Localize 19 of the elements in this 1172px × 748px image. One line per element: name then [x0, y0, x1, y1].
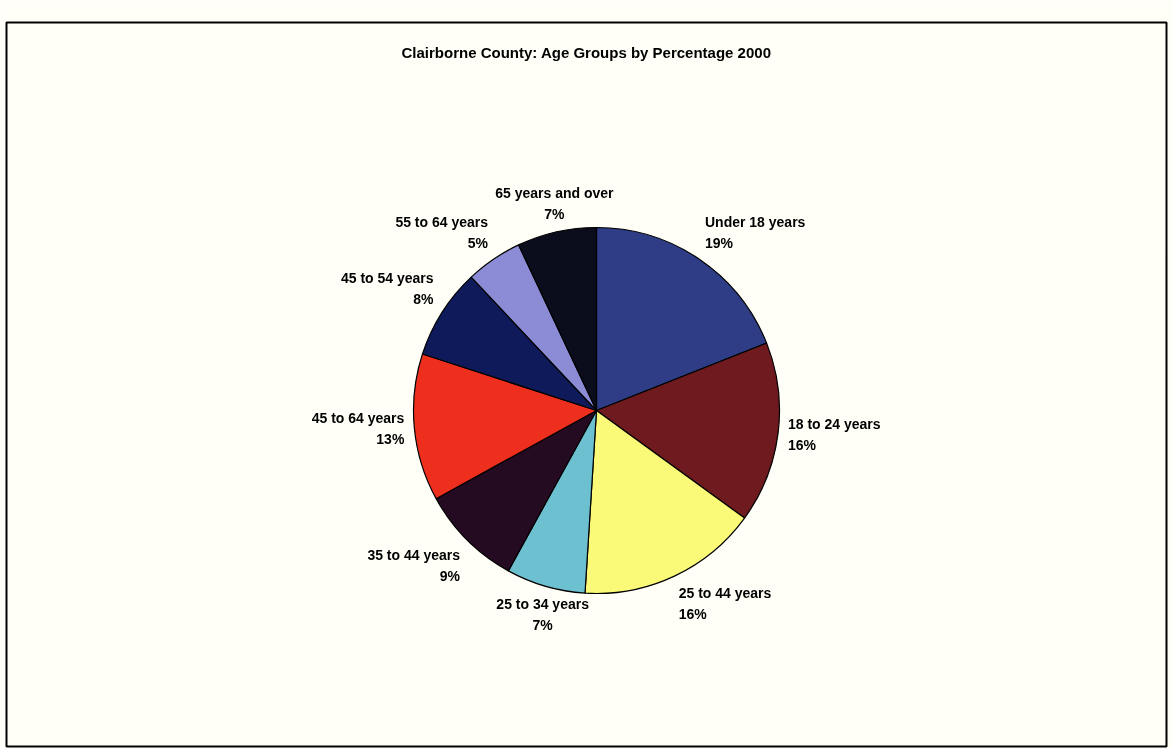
- data-label: 5%: [467, 234, 489, 251]
- data-label: 7%: [532, 616, 554, 633]
- slice-label: 65 years and over: [495, 185, 615, 202]
- slice-label: 25 to 44 years: [678, 585, 772, 602]
- data-label: 9%: [439, 567, 461, 584]
- data-label: 13%: [376, 431, 405, 448]
- data-label: 16%: [787, 437, 817, 454]
- chart-title: Clairborne County: Age Groups by Percentage 2000: [401, 44, 771, 61]
- slice-label: 45 to 64 years: [311, 410, 405, 427]
- slice-label: Under 18 years: [704, 214, 806, 231]
- slice-label: 55 to 64 years: [395, 214, 489, 231]
- data-label: 8%: [413, 291, 435, 308]
- slice-label: 18 to 24 years: [787, 416, 881, 433]
- slice-label: 35 to 44 years: [367, 546, 461, 563]
- slice-label: 25 to 34 years: [496, 595, 590, 612]
- data-label: 7%: [544, 206, 566, 223]
- slice-label: 45 to 54 years: [340, 270, 434, 287]
- data-label: 19%: [704, 234, 734, 251]
- data-label: 16%: [678, 605, 708, 622]
